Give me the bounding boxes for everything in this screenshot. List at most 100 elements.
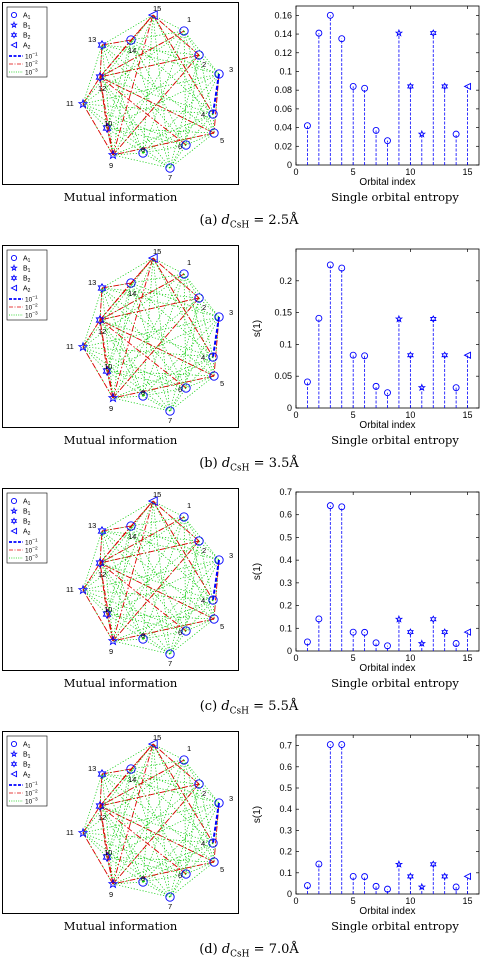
x-tick-label: 5 bbox=[351, 896, 356, 906]
orbital-node-4 bbox=[208, 109, 218, 119]
caption-value: 7.0Å bbox=[268, 942, 299, 957]
mi-edge-weak bbox=[106, 370, 144, 397]
legend-marker-b2 bbox=[10, 760, 18, 768]
node-label-9: 9 bbox=[109, 404, 113, 413]
mi-edge-medium bbox=[112, 500, 154, 642]
y-tick-label: 0.05 bbox=[274, 371, 292, 381]
mi-edge-weak bbox=[101, 287, 220, 318]
stem-marker-11 bbox=[417, 129, 426, 138]
y-tick-label: 0.04 bbox=[274, 123, 292, 133]
mi-edge-weak bbox=[82, 346, 187, 389]
mi-edge-weak bbox=[130, 768, 220, 804]
stem-marker-2 bbox=[315, 314, 323, 322]
mi-edge-weak bbox=[142, 113, 214, 154]
node-label-2: 2 bbox=[202, 789, 206, 798]
mi-edge-medium bbox=[130, 743, 154, 770]
legend-marker-sub: 1 bbox=[28, 268, 31, 274]
node-label-7: 7 bbox=[168, 416, 172, 425]
mi-edge-medium bbox=[99, 287, 103, 321]
node-label-1: 1 bbox=[187, 15, 191, 24]
mi-edge-medium bbox=[101, 39, 132, 46]
node-label-7: 7 bbox=[168, 659, 172, 668]
node-label-9: 9 bbox=[109, 647, 113, 656]
node-label-8: 8 bbox=[141, 874, 145, 883]
node-label-14: 14 bbox=[128, 46, 136, 55]
mi-edge-medium bbox=[213, 802, 220, 863]
panel-b: 1 2 3 4 5 6 7 8 9 10 11 12 13 14 15 A1 B1 B2 A2 10−1 10−2 10−… bbox=[0, 243, 498, 486]
y-tick-label: 0.2 bbox=[279, 847, 292, 857]
stem-marker-3 bbox=[326, 261, 334, 269]
orbital-node-12 bbox=[95, 314, 105, 326]
legend-marker-sub: 1 bbox=[28, 754, 31, 760]
entropy-stem-chart: 0 5 10 15 0 0.05 0.1 0.15 0.2 Orbital index s(1) bbox=[252, 248, 480, 431]
legend-line-exp: −1 bbox=[32, 295, 38, 301]
legend-marker-label: A2 bbox=[23, 772, 31, 781]
mi-edge-medium bbox=[130, 257, 154, 284]
legend-marker-b1 bbox=[10, 21, 18, 29]
mi-edge-weak bbox=[106, 257, 154, 372]
mi-edge-medium bbox=[152, 14, 214, 115]
mi-edge-weak bbox=[130, 282, 220, 318]
stem-marker-13 bbox=[441, 628, 449, 637]
mi-edge-weak bbox=[82, 73, 220, 105]
y-tick-label: 0.2 bbox=[279, 276, 292, 286]
mi-edge-weak bbox=[106, 743, 154, 858]
legend-marker-sub: 2 bbox=[28, 764, 31, 770]
orbital-node-14 bbox=[126, 764, 136, 774]
mutual-information-label: Mutual information bbox=[63, 433, 178, 447]
node-label-4: 4 bbox=[201, 839, 205, 848]
mi-edge-weak bbox=[198, 54, 214, 115]
mi-edge-weak bbox=[112, 282, 132, 399]
stem-marker-1 bbox=[303, 378, 311, 386]
y-tick-label: 0.06 bbox=[274, 104, 292, 114]
mi-edge-weak bbox=[142, 152, 171, 169]
mi-edge-weak bbox=[142, 257, 154, 397]
mi-edge-medium bbox=[82, 319, 101, 348]
y-tick-label: 0.1 bbox=[279, 868, 292, 878]
mi-edge-medium bbox=[99, 319, 215, 377]
mi-edge-weak bbox=[142, 873, 187, 883]
y-axis-label: s(1) bbox=[252, 563, 263, 580]
entropy-stem-chart: 0 5 10 15 0 0.1 0.2 0.3 0.4 0.5 0.6 0.7 Orbital inde… bbox=[252, 734, 480, 917]
caption-letter: (c) bbox=[199, 699, 218, 714]
stem-marker-9 bbox=[394, 314, 404, 323]
node-label-12: 12 bbox=[98, 84, 106, 93]
mi-edge-medium bbox=[99, 257, 154, 321]
node-label-15: 15 bbox=[153, 490, 161, 499]
mi-edge-weak bbox=[106, 14, 154, 129]
stem-marker-13 bbox=[441, 351, 449, 360]
stem-marker-9 bbox=[394, 860, 404, 868]
stem-marker-2 bbox=[315, 860, 323, 868]
y-tick-label: 0.5 bbox=[279, 532, 292, 542]
mi-edge-weak bbox=[99, 319, 214, 358]
orbital-node-7 bbox=[165, 406, 175, 416]
orbital-node-3 bbox=[214, 798, 224, 808]
legend-marker-sub: 1 bbox=[28, 744, 31, 750]
mi-edge-weak bbox=[112, 297, 200, 399]
orbital-node-13 bbox=[97, 768, 107, 780]
mi-edge-weak bbox=[142, 14, 154, 154]
node-label-1: 1 bbox=[187, 501, 191, 510]
mi-edge-weak bbox=[152, 257, 215, 377]
stem-marker-4 bbox=[338, 264, 346, 272]
legend-marker-b2 bbox=[10, 274, 18, 282]
mi-edge-weak bbox=[99, 319, 171, 412]
mi-edge-weak bbox=[185, 783, 200, 875]
mi-edge-weak bbox=[183, 30, 220, 75]
legend-marker-sub: 2 bbox=[28, 45, 31, 51]
mi-edge-weak bbox=[106, 127, 144, 154]
legend-marker-sub: 2 bbox=[28, 774, 31, 780]
node-label-7: 7 bbox=[168, 173, 172, 182]
stem-marker-4 bbox=[338, 503, 346, 511]
orbital-node-8 bbox=[138, 634, 148, 644]
mi-edge-medium bbox=[99, 743, 154, 807]
orbital-node-14 bbox=[126, 35, 136, 45]
legend-marker-sub: 2 bbox=[28, 531, 31, 537]
stem-marker-7 bbox=[372, 126, 380, 134]
legend-line-label: 10−2 bbox=[25, 60, 38, 69]
mi-edge-weak bbox=[169, 618, 215, 655]
mi-edge-weak bbox=[112, 113, 214, 156]
plot-frame bbox=[295, 5, 480, 166]
node-label-10: 10 bbox=[104, 362, 112, 371]
node-label-14: 14 bbox=[128, 532, 136, 541]
